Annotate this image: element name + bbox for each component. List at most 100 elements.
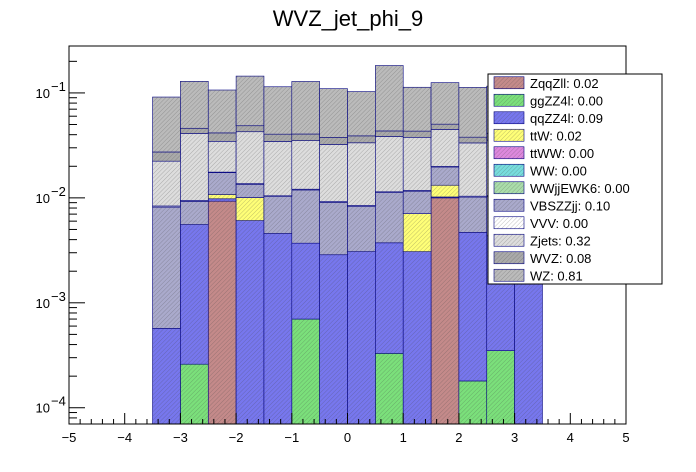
bar-hatch-7-6 (319, 202, 348, 255)
bar-hatch-9-7 (347, 142, 376, 206)
bars (152, 65, 543, 425)
y-tick-label: 10 (36, 296, 50, 311)
bar-hatch-11-4 (263, 86, 292, 135)
legend-entry: ttWW: 0.00 (530, 146, 594, 161)
bar-hatch-10-10 (431, 124, 459, 130)
bar-hatch-10-8 (375, 130, 404, 137)
x-tick-label: 5 (622, 430, 629, 445)
legend-entry: VVV: 0.00 (530, 216, 588, 231)
bar-hatch-7-10 (431, 166, 459, 186)
bar-hatch-9-3 (236, 131, 264, 184)
bar-hatch-10-0 (152, 151, 181, 162)
bar-hatch-8-0 (152, 205, 181, 208)
bar-hatch-2-3 (236, 220, 264, 424)
x-tick-label: 2 (455, 430, 462, 445)
bar-hatch-2-8 (375, 242, 404, 354)
y-tick-exponent: −2 (51, 184, 66, 199)
bar-hatch-10-1 (180, 128, 209, 134)
bar-hatch-9-2 (208, 141, 237, 173)
bar-hatch-10-9 (403, 131, 432, 138)
bar-hatch-7-11 (458, 197, 487, 233)
legend-entry: VBSZZjj: 0.10 (530, 198, 610, 213)
bar-hatch-7-2 (208, 172, 237, 195)
bar-hatch-11-7 (347, 91, 376, 136)
bar-hatch-2-13 (514, 269, 543, 424)
legend-swatch-hatch (494, 234, 524, 247)
y-tick-exponent: −4 (51, 394, 66, 409)
legend-swatch-hatch (494, 129, 524, 142)
bar-hatch-10-3 (236, 125, 264, 132)
legend-swatch-hatch (494, 76, 524, 89)
bar-hatch-8-11 (458, 196, 487, 198)
bar-hatch-0-10 (431, 197, 459, 424)
bar-hatch-3-10 (431, 185, 459, 197)
bar-hatch-2-7 (347, 251, 376, 424)
y-tick-exponent: −1 (51, 79, 66, 94)
bar-hatch-11-5 (291, 81, 320, 135)
bar-hatch-8-3 (236, 183, 264, 185)
bar-hatch-10-2 (208, 132, 237, 142)
bar-hatch-3-9 (403, 213, 432, 252)
legend-entry: ggZZ4l: 0.00 (530, 93, 603, 108)
bar-hatch-11-1 (180, 81, 209, 129)
bar-hatch-9-8 (375, 136, 404, 192)
bar-hatch-0-2 (208, 201, 237, 424)
bar-hatch-1-11 (458, 380, 487, 424)
bar-hatch-10-4 (263, 134, 292, 142)
bar-hatch-3-3 (236, 197, 264, 221)
x-tick-label: 4 (567, 430, 574, 445)
bar-hatch-2-1 (180, 224, 209, 365)
bar-hatch-10-7 (347, 135, 376, 143)
bar-hatch-2-2 (208, 198, 237, 202)
y-tick-label: 10 (36, 191, 50, 206)
bar-hatch-8-8 (375, 191, 404, 193)
bar-hatch-1-8 (375, 353, 404, 424)
legend-entry: WZ: 0.81 (530, 268, 583, 283)
bar-hatch-1-1 (180, 364, 209, 424)
legend-entry: WWjjEWK6: 0.00 (530, 181, 630, 196)
bar-hatch-8-7 (347, 205, 376, 207)
bar-hatch-11-0 (152, 97, 181, 152)
x-tick-label: 0 (344, 430, 351, 445)
legend-entry: ZqqZll: 0.02 (530, 76, 599, 91)
bar-hatch-9-9 (403, 137, 432, 191)
bar-hatch-7-4 (263, 196, 292, 234)
bar-hatch-3-2 (208, 194, 237, 199)
bar-hatch-8-5 (291, 189, 320, 190)
bar-hatch-9-5 (291, 140, 320, 190)
bar-hatch-1-5 (291, 319, 320, 424)
axes: −5 −4 −3 −2 −1 0 1 2 3 4 510−410−310−210−1 (36, 45, 630, 445)
bar-hatch-2-9 (403, 251, 432, 424)
bar-hatch-11-10 (431, 82, 459, 125)
bar-hatch-11-3 (236, 76, 264, 126)
y-tick-label: 10 (36, 401, 50, 416)
x-tick-label: −4 (117, 430, 132, 445)
bar-hatch-7-7 (347, 206, 376, 252)
legend-swatch-hatch (494, 216, 524, 229)
bar-hatch-1-12 (486, 350, 515, 424)
bar-hatch-9-11 (458, 142, 487, 197)
legend-swatch-hatch (494, 146, 524, 159)
y-tick-exponent: −3 (51, 289, 66, 304)
bar-hatch-7-3 (236, 184, 264, 198)
legend-swatch-hatch (494, 199, 524, 212)
bar-hatch-10-5 (291, 134, 320, 141)
legend: ZqqZll: 0.02 ggZZ4l: 0.00 qqZZ4l: 0.09 ttW:… (487, 73, 663, 285)
bar-hatch-10-6 (319, 137, 348, 145)
legend-swatch-hatch (494, 269, 524, 282)
legend-entry: ttW: 0.02 (530, 128, 582, 143)
bar-hatch-9-4 (263, 141, 292, 196)
bar-hatch-7-5 (291, 189, 320, 244)
x-tick-label: −2 (229, 430, 244, 445)
y-tick-label: 10 (36, 86, 50, 101)
x-tick-label: 3 (511, 430, 518, 445)
bar-hatch-9-1 (180, 133, 209, 201)
bar-hatch-9-10 (431, 129, 459, 167)
legend-entry: Zjets: 0.32 (530, 233, 591, 248)
bar-hatch-11-8 (375, 65, 404, 131)
legend-box (487, 73, 663, 285)
legend-entry: WW: 0.00 (530, 163, 587, 178)
x-tick-label: −1 (284, 430, 299, 445)
bar-hatch-11-2 (208, 90, 237, 133)
x-tick-label: −5 (62, 430, 77, 445)
